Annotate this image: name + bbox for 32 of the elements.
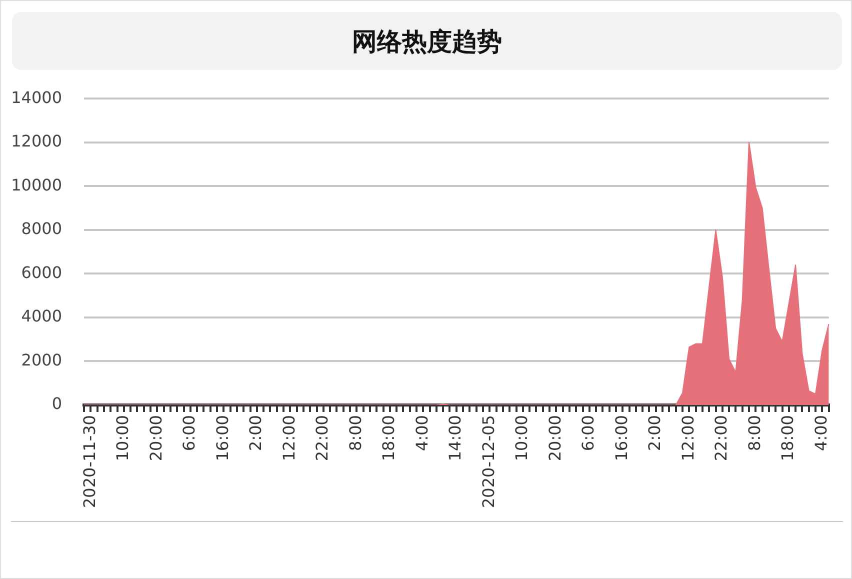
x-tick-label: 22:00 [312,415,332,462]
x-tick-label: 2:00 [645,415,664,451]
y-tick-label: 0 [52,394,62,414]
x-tick-label: 4:00 [412,415,432,451]
x-tick-label: 16:00 [212,415,232,462]
y-tick-label: 6000 [21,262,62,282]
x-tick-label: 4:00 [811,415,830,451]
x-tick-label: 8:00 [744,415,764,451]
x-tick-label: 10:00 [113,415,132,462]
y-tick-label: 14000 [11,88,62,107]
y-tick-label: 8000 [21,219,62,238]
x-tick-label: 12:00 [678,415,698,462]
x-tick-label: 6:00 [578,415,598,451]
x-tick-label: 16:00 [612,415,631,462]
x-tick-label: 2020-11-30 [80,415,99,508]
x-tick-label: 10:00 [512,415,532,462]
x-tick-label: 2020-12-05 [478,415,498,508]
x-tick-label: 20:00 [146,415,166,462]
x-tick-label: 22:00 [712,415,731,462]
y-tick-label: 4000 [21,306,62,326]
y-tick-label: 10000 [11,175,62,194]
x-tick-label: 20:00 [545,415,564,462]
x-tick-label: 8:00 [346,415,365,451]
y-tick-label: 2000 [21,350,62,370]
x-tick-label: 14:00 [446,415,465,462]
chart-title: 网络热度趋势 [12,12,842,70]
x-tick-label: 6:00 [180,415,199,451]
x-tick-label: 18:00 [379,415,398,462]
x-tick-label: 18:00 [778,415,798,462]
x-tick-label: 12:00 [279,415,298,462]
y-tick-label: 12000 [11,132,62,151]
x-tick-label: 2:00 [246,415,266,451]
